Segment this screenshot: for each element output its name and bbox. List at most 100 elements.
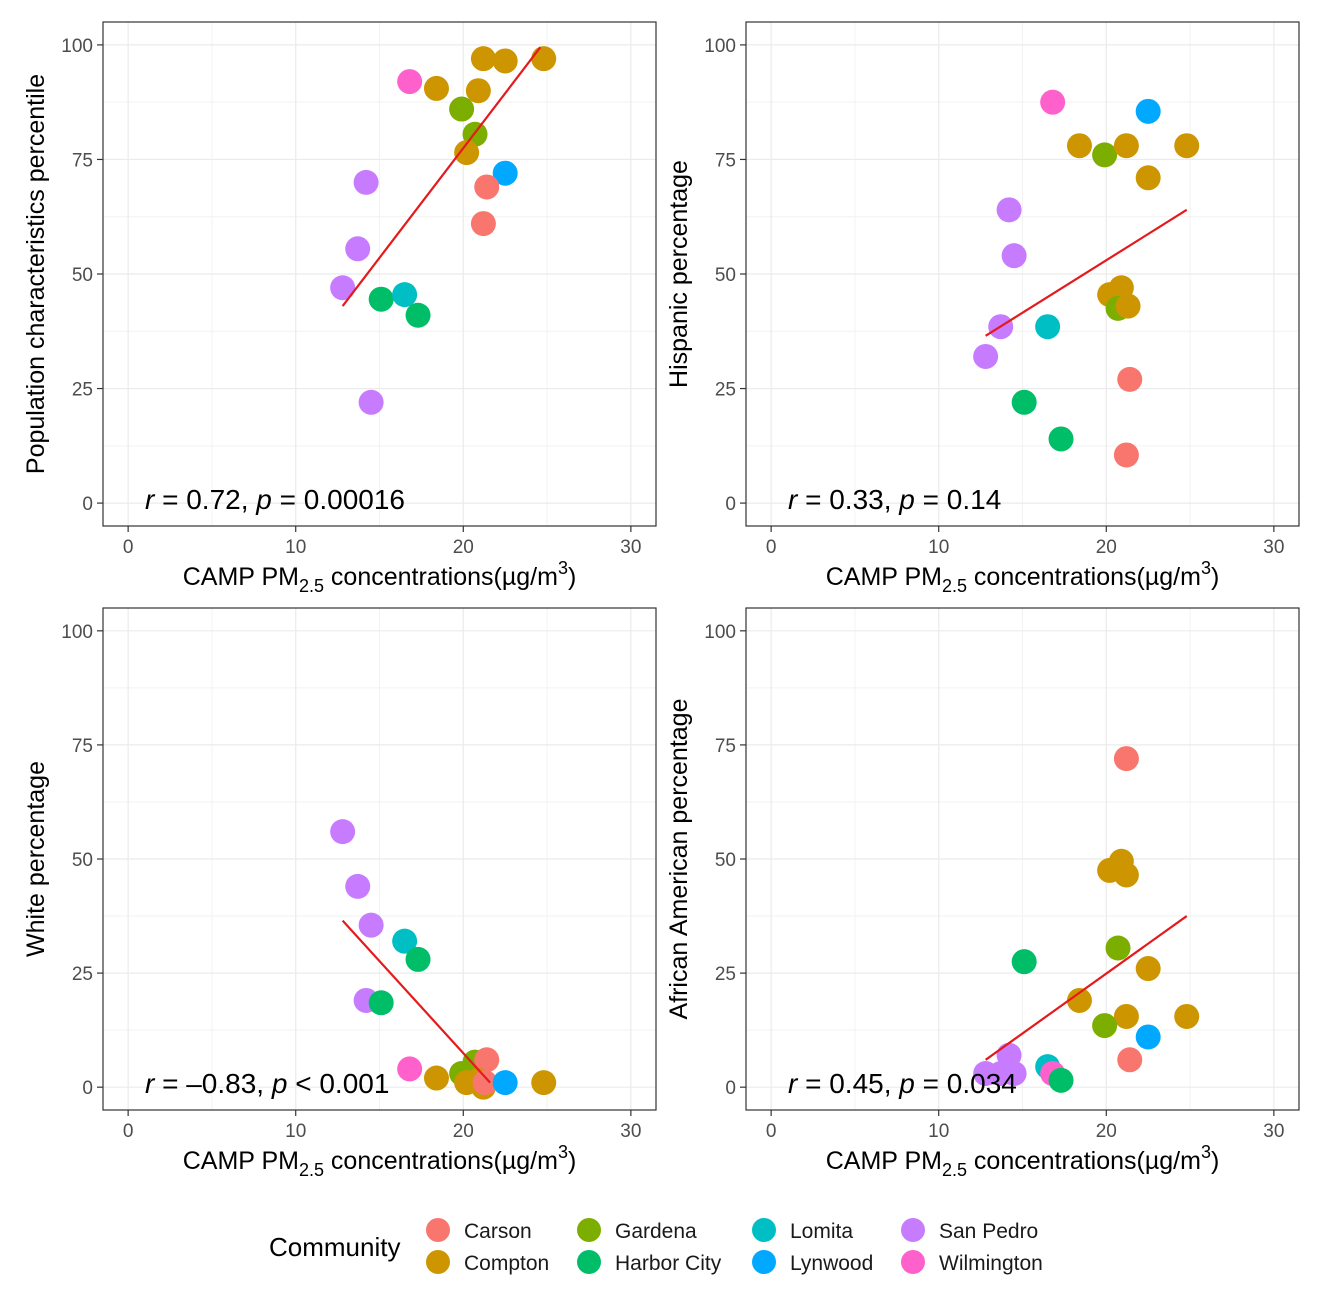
x-axis-title-subscript: 2.5	[299, 576, 324, 596]
p-symbol: p	[255, 484, 272, 515]
data-point-san-pedro	[358, 912, 384, 938]
correlation-annotation: r = –0.83, p < 0.001	[145, 1068, 389, 1099]
y-tick-label: 100	[61, 622, 93, 643]
legend-item-gardena: Gardena	[577, 1218, 697, 1243]
p-value: = 0.14	[915, 484, 1001, 515]
x-axis-title-units: concentrations(µg/m	[324, 563, 558, 591]
correlation-annotation: r = 0.72, p = 0.00016	[145, 484, 405, 515]
x-axis-title-main: CAMP PM	[183, 563, 299, 591]
legend-item-compton: Compton	[426, 1250, 549, 1275]
legend: Community Carson Compton Gardena Harbor City…	[269, 1218, 1043, 1275]
y-tick-label: 50	[715, 265, 736, 286]
data-point-gardena	[449, 96, 475, 122]
data-point-san-pedro	[1001, 1060, 1027, 1086]
data-point-compton	[1113, 133, 1139, 159]
panel-border	[745, 607, 1300, 1111]
correlation-annotation: r = 0.45, p = 0.034	[788, 1068, 1017, 1099]
y-tick-label: 100	[61, 36, 93, 57]
x-tick-label: 30	[1263, 1121, 1284, 1142]
legend-key-compton	[426, 1250, 450, 1274]
data-point-wilmington	[397, 69, 423, 95]
data-point-san-pedro	[973, 343, 999, 369]
x-axis-title-units: concentrations(µg/m	[967, 563, 1201, 591]
y-tick-label: 75	[715, 736, 736, 757]
panel-border	[745, 21, 1300, 527]
data-point-lynwood	[1135, 1024, 1161, 1050]
x-tick-label: 10	[928, 537, 949, 558]
panel-border	[102, 607, 657, 1111]
x-axis-title: CAMP PM2.5 concentrations(µg/m3)	[183, 558, 577, 596]
legend-key-lynwood	[752, 1250, 776, 1274]
data-point-gardena	[1105, 935, 1131, 961]
data-point-san-pedro	[345, 236, 371, 262]
data-point-compton	[1113, 862, 1139, 888]
data-point-lynwood	[1135, 98, 1161, 124]
regression-line	[985, 208, 1188, 337]
legend-key-lomita	[752, 1218, 776, 1242]
p-value: = 0.034	[915, 1068, 1017, 1099]
panel-3: 0 10 20 30 0 25 50 75 100 r = –0.83, p < 0.001 CAM…	[22, 607, 657, 1180]
r-symbol: r	[788, 484, 799, 515]
panel-2: 0 10 20 30 0 25 50 75 100 r = 0.33, p = 0.14 CAMP …	[665, 21, 1300, 596]
x-axis-title-subscript: 2.5	[942, 576, 967, 596]
data-point-compton	[531, 46, 557, 72]
regression-line	[341, 46, 542, 307]
legend-key-gardena	[577, 1218, 601, 1242]
y-tick-label: 0	[725, 1078, 736, 1099]
data-point-compton	[1066, 987, 1092, 1013]
r-value: = 0.33,	[797, 484, 899, 515]
y-tick-label: 50	[72, 850, 93, 871]
x-axis-title-units: concentrations(µg/m	[967, 1147, 1201, 1175]
y-axis-title: Hispanic percentage	[665, 160, 693, 388]
x-tick-label: 0	[766, 1121, 777, 1142]
regression-line	[984, 915, 1188, 1061]
x-axis-title-superscript: 3	[1201, 1142, 1211, 1162]
x-axis-title-superscript: 3	[558, 1142, 568, 1162]
y-tick-label: 0	[82, 494, 93, 515]
legend-item-lomita: Lomita	[752, 1218, 853, 1243]
data-point-san-pedro	[330, 275, 356, 301]
data-point-lomita	[392, 928, 418, 954]
data-point-compton	[454, 140, 480, 166]
legend-label: San Pedro	[939, 1220, 1038, 1243]
r-symbol: r	[145, 1068, 156, 1099]
x-tick-label: 20	[453, 1121, 474, 1142]
data-point-harbor-city	[1011, 389, 1037, 415]
p-symbol: p	[898, 1068, 915, 1099]
x-tick-label: 10	[285, 537, 306, 558]
data-point-gardena	[1092, 1013, 1118, 1039]
data-point-wilmington	[397, 1056, 423, 1082]
legend-label: Compton	[464, 1252, 549, 1275]
y-tick-label: 25	[72, 380, 93, 401]
data-point-compton	[423, 1065, 449, 1091]
x-tick-label: 0	[123, 537, 134, 558]
legend-item-wilmington: Wilmington	[901, 1250, 1043, 1275]
x-tick-label: 20	[453, 537, 474, 558]
data-point-san-pedro	[996, 197, 1022, 223]
y-tick-label: 25	[72, 964, 93, 985]
data-point-carson	[1113, 746, 1139, 772]
data-point-compton	[465, 78, 491, 104]
data-point-compton	[1066, 133, 1092, 159]
legend-label: Gardena	[615, 1220, 697, 1243]
x-tick-label: 30	[620, 537, 641, 558]
regression-line	[341, 919, 491, 1084]
x-axis-title-close: )	[568, 563, 576, 591]
data-point-harbor-city	[405, 946, 431, 972]
r-value: = 0.45,	[797, 1068, 899, 1099]
x-axis-title-superscript: 3	[558, 558, 568, 578]
panel-1: 0 10 20 30 0 25 50 75 100 r = 0.72, p = 0.00016 CA…	[22, 21, 657, 596]
x-tick-label: 30	[1263, 537, 1284, 558]
y-tick-label: 25	[715, 380, 736, 401]
data-point-compton	[1135, 956, 1161, 982]
p-symbol: p	[898, 484, 915, 515]
x-axis-title-main: CAMP PM	[826, 563, 942, 591]
r-value: = 0.72,	[154, 484, 256, 515]
data-point-carson	[474, 1047, 500, 1073]
panel-border	[102, 21, 657, 527]
data-point-gardena	[1092, 142, 1118, 168]
x-axis-title-close: )	[1211, 1147, 1219, 1175]
legend-label: Wilmington	[939, 1252, 1043, 1275]
x-tick-label: 20	[1096, 537, 1117, 558]
